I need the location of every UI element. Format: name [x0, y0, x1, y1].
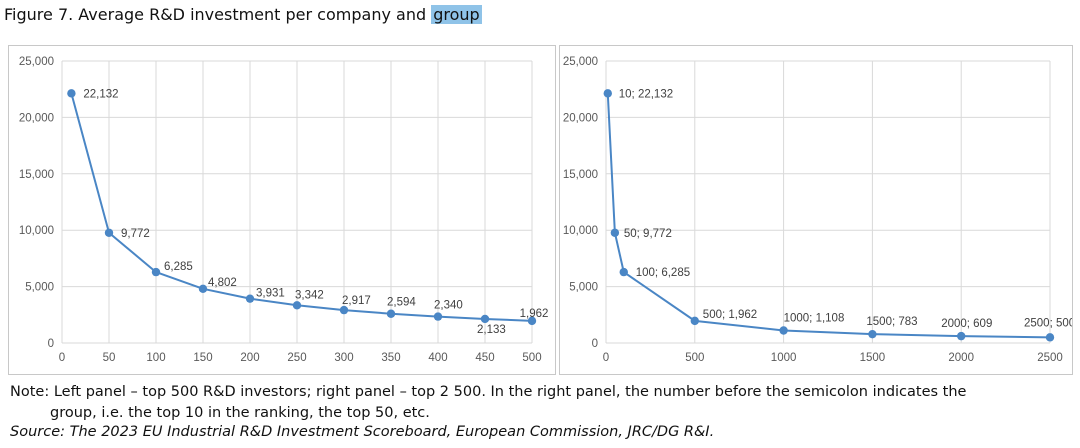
right-x-tick-label: 500 [685, 352, 704, 364]
left-data-label: 2,133 [477, 324, 506, 336]
left-x-tick-label: 100 [146, 352, 165, 364]
right-data-label: 1500; 783 [866, 316, 917, 328]
left-data-label: 2,340 [434, 300, 463, 312]
left-y-tick-label: 20,000 [19, 112, 54, 124]
right-data-point [779, 326, 788, 335]
right-data-point [690, 316, 699, 326]
figure-title-text: Figure 7. Average R&D investment per com… [4, 5, 432, 24]
right-x-tick-label: 1000 [771, 352, 797, 364]
right-series-line [606, 93, 1051, 339]
left-data-label: 2,594 [387, 297, 416, 309]
right-data-point [1045, 333, 1055, 342]
left-data-point [104, 228, 114, 237]
left-data-point [245, 294, 255, 303]
figure-title-highlight[interactable]: group [431, 5, 482, 24]
right-data-point [957, 331, 966, 341]
right-data-point [603, 89, 612, 98]
right-data-point [610, 228, 620, 237]
note-line-2: group, i.e. the top 10 in the ranking, t… [50, 405, 430, 421]
right-chart-panel: 0 500 1000 1500 2000 2500 0 5,000 10,000 15,000 20… [559, 45, 1073, 375]
figure-source: Source: The 2023 EU Industrial R&D Inves… [10, 424, 715, 440]
left-data-label: 1,962 [520, 308, 549, 320]
left-x-tick-label: 300 [334, 352, 353, 364]
right-data-label: 2500; 500 [1024, 317, 1072, 329]
right-data-label: 1000; 1,108 [784, 313, 845, 325]
left-data-point [527, 316, 537, 326]
left-x-tick-label: 200 [240, 352, 259, 364]
left-data-point [386, 309, 396, 318]
right-data-point [868, 329, 877, 339]
left-data-point [151, 267, 161, 277]
right-data-label: 50; 9,772 [624, 228, 672, 240]
right-data-label: 500; 1,962 [703, 309, 757, 321]
right-data-label: 2000; 609 [941, 318, 992, 330]
left-x-tick-label: 500 [522, 352, 541, 364]
right-data-point [619, 267, 628, 277]
left-x-tick-label: 0 [59, 352, 65, 364]
right-y-tick-label: 10,000 [563, 225, 598, 237]
left-data-label: 6,285 [164, 261, 193, 273]
left-data-point [480, 314, 490, 324]
right-y-tick-label: 5,000 [569, 282, 598, 294]
figure-title: Figure 7. Average R&D investment per com… [4, 4, 482, 26]
left-data-point [292, 301, 302, 310]
right-y-tick-label: 15,000 [563, 169, 598, 181]
right-y-tick-label: 20,000 [563, 112, 598, 124]
left-chart-svg: 0 50 100 150 200 250 300 350 400 450 500 0 5,000 10,0… [19, 56, 549, 364]
left-data-point [433, 312, 443, 321]
right-data-label: 100; 6,285 [636, 267, 690, 279]
right-data-label: 10; 22,132 [619, 88, 673, 100]
right-x-tick-label: 1500 [860, 352, 886, 364]
left-chart-panel: 0 50 100 150 200 250 300 350 400 450 500 0 5,000 10,0… [8, 45, 556, 375]
left-y-tick-label: 15,000 [19, 169, 54, 181]
left-data-label: 4,802 [208, 277, 237, 289]
left-y-tick-label: 10,000 [19, 225, 54, 237]
right-y-tick-label: 25,000 [563, 56, 598, 68]
left-x-tick-label: 450 [475, 352, 494, 364]
left-data-point [339, 305, 349, 315]
left-x-tick-label: 250 [287, 352, 306, 364]
left-data-label: 3,342 [295, 289, 324, 301]
right-x-tick-label: 2500 [1037, 352, 1063, 364]
figure-note: Note: Left panel – top 500 R&D investors… [10, 382, 1070, 424]
left-x-tick-label: 350 [381, 352, 400, 364]
left-y-tick-label: 25,000 [19, 56, 54, 68]
left-y-tick-label: 0 [48, 338, 54, 350]
right-chart-svg: 0 500 1000 1500 2000 2500 0 5,000 10,000 15,000 20… [563, 56, 1072, 364]
left-data-label: 9,772 [121, 228, 150, 240]
left-x-tick-label: 150 [193, 352, 212, 364]
left-data-point [67, 89, 76, 98]
left-x-tick-label: 50 [103, 352, 116, 364]
left-data-point [198, 284, 208, 294]
left-data-label: 2,917 [342, 295, 371, 307]
left-x-tick-label: 400 [428, 352, 447, 364]
left-y-tick-label: 5,000 [25, 282, 54, 294]
left-data-label: 22,132 [83, 88, 118, 100]
left-data-label: 3,931 [256, 288, 285, 300]
right-x-tick-label: 0 [603, 352, 609, 364]
right-x-tick-label: 2000 [948, 352, 974, 364]
note-line-1: Note: Left panel – top 500 R&D investors… [10, 384, 967, 400]
right-y-tick-label: 0 [592, 338, 598, 350]
